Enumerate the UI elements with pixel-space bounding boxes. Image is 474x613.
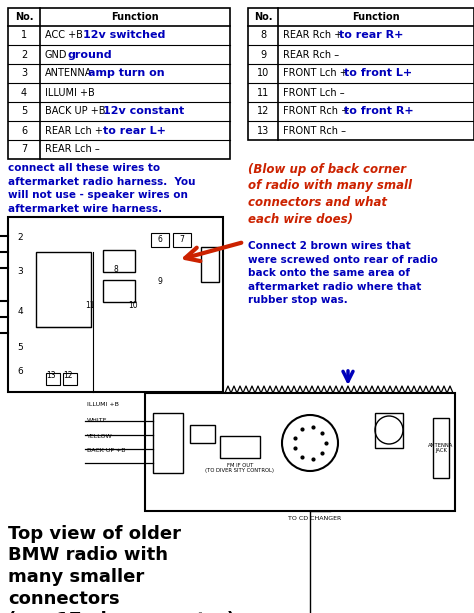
Text: ground: ground — [68, 50, 113, 59]
Text: 9: 9 — [260, 50, 266, 59]
Text: 12: 12 — [257, 107, 269, 116]
Text: FRONT Lch +: FRONT Lch + — [283, 69, 348, 78]
Text: FRONT Rch +: FRONT Rch + — [283, 107, 349, 116]
Bar — [145, 393, 455, 511]
Text: 3: 3 — [17, 267, 23, 276]
Text: 13: 13 — [46, 370, 56, 379]
Text: ILLUMI +B: ILLUMI +B — [45, 88, 95, 97]
Bar — [173, 233, 191, 247]
Text: 11: 11 — [257, 88, 269, 97]
Bar — [46, 373, 60, 385]
Text: TO CD CHANGER: TO CD CHANGER — [288, 516, 342, 521]
Bar — [201, 247, 219, 282]
Text: 8: 8 — [114, 264, 118, 273]
Text: 5: 5 — [17, 343, 23, 351]
Bar — [190, 425, 215, 443]
Text: 11: 11 — [85, 300, 95, 310]
Bar — [375, 413, 403, 448]
Bar — [151, 233, 169, 247]
Text: 8: 8 — [260, 31, 266, 40]
Text: 6: 6 — [157, 235, 163, 243]
Text: 2: 2 — [17, 232, 23, 242]
Text: No.: No. — [15, 12, 33, 22]
Text: connect all these wires to
aftermarket radio harness.  You
will not use - speake: connect all these wires to aftermarket r… — [8, 163, 195, 214]
Text: 3: 3 — [21, 69, 27, 78]
Text: 12: 12 — [63, 370, 73, 379]
Text: FM IF OUT
(TO DIVER SITY CONTROL): FM IF OUT (TO DIVER SITY CONTROL) — [206, 463, 274, 473]
Bar — [248, 8, 474, 140]
Text: 10: 10 — [257, 69, 269, 78]
Text: ANTENNA: ANTENNA — [45, 69, 92, 78]
Text: ILLUMI +B: ILLUMI +B — [87, 403, 119, 408]
Text: (Blow up of back corner
of radio with many small
connectors and what
each wire d: (Blow up of back corner of radio with ma… — [248, 163, 412, 226]
Text: ACC +B: ACC +B — [45, 31, 83, 40]
Text: REAR Rch –: REAR Rch – — [283, 50, 339, 59]
Bar — [433, 418, 449, 478]
Text: to front L+: to front L+ — [344, 69, 412, 78]
Text: 10: 10 — [128, 300, 138, 310]
Text: 4: 4 — [21, 88, 27, 97]
Bar — [103, 250, 135, 272]
Bar — [8, 8, 230, 159]
Text: to rear R+: to rear R+ — [339, 31, 403, 40]
Text: 7: 7 — [21, 145, 27, 154]
Text: 2: 2 — [21, 50, 27, 59]
Text: 13: 13 — [257, 126, 269, 135]
Bar — [220, 436, 260, 458]
Text: GND: GND — [45, 50, 67, 59]
Text: REAR Lch +: REAR Lch + — [45, 126, 103, 135]
Bar — [103, 280, 135, 302]
Text: to front R+: to front R+ — [344, 107, 414, 116]
Text: 6: 6 — [17, 368, 23, 376]
Text: FRONT Rch –: FRONT Rch – — [283, 126, 346, 135]
Text: 6: 6 — [21, 126, 27, 135]
Bar — [153, 413, 183, 473]
Text: No.: No. — [254, 12, 272, 22]
Text: FRONT Lch –: FRONT Lch – — [283, 88, 345, 97]
Text: REAR Lch –: REAR Lch – — [45, 145, 100, 154]
Text: to rear L+: to rear L+ — [103, 126, 166, 135]
Text: 7: 7 — [180, 235, 184, 243]
Text: WHITE: WHITE — [87, 419, 108, 424]
Text: Function: Function — [111, 12, 159, 22]
Text: BACK UP +B: BACK UP +B — [45, 107, 106, 116]
Text: 12v switched: 12v switched — [83, 31, 165, 40]
Text: 12v constant: 12v constant — [103, 107, 184, 116]
Bar — [8, 217, 223, 392]
Text: 9: 9 — [157, 276, 163, 286]
Text: Connect 2 brown wires that
were screwed onto rear of radio
back onto the same ar: Connect 2 brown wires that were screwed … — [248, 241, 438, 305]
Text: YELLOW: YELLOW — [87, 433, 113, 438]
Text: ANTENNA
JACK: ANTENNA JACK — [428, 443, 454, 454]
Text: 4: 4 — [17, 308, 23, 316]
Text: amp turn on: amp turn on — [88, 69, 164, 78]
Text: 5: 5 — [21, 107, 27, 116]
Text: Top view of older
BMW radio with
many smaller
connectors
(pre 17 pin connector): Top view of older BMW radio with many sm… — [8, 525, 235, 613]
Text: BACK UP +B: BACK UP +B — [87, 449, 126, 454]
Text: 1: 1 — [21, 31, 27, 40]
Bar — [63, 373, 77, 385]
Text: Function: Function — [352, 12, 400, 22]
Text: REAR Rch +: REAR Rch + — [283, 31, 342, 40]
Bar — [36, 252, 91, 327]
